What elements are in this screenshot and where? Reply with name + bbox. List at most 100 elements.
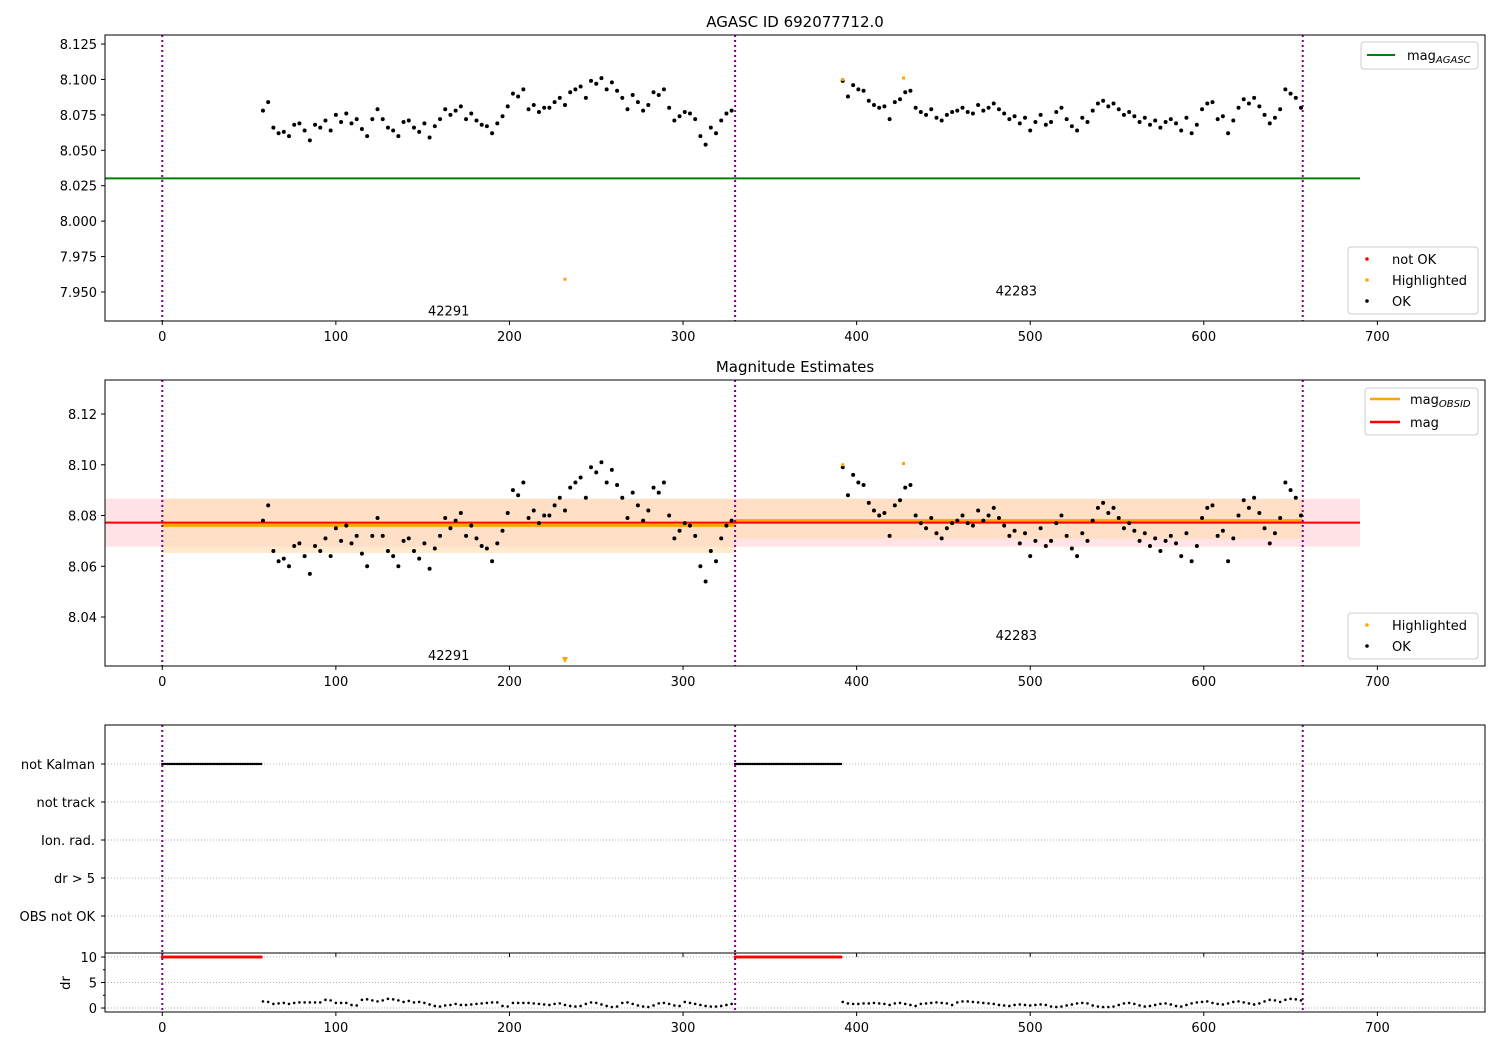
dr-point [704,1004,707,1008]
ok-point [1288,488,1293,493]
legend-label: Highlighted [1392,619,1467,634]
dr-point [976,1001,980,1004]
ok-point [1288,91,1293,96]
dr-point [443,1004,447,1007]
ok-point [882,104,887,109]
x-tick-label: 400 [844,330,869,345]
ok-point [1163,119,1168,124]
dr-point [1122,1002,1126,1005]
dr-point [683,1000,687,1004]
dr-point [574,1005,577,1008]
ok-point [1012,114,1017,119]
ok-point [271,125,276,130]
dr-point [423,1001,426,1005]
ok-point [339,538,344,543]
ok-point [950,110,955,115]
flag-point [188,762,192,766]
ok-point [510,91,515,96]
ok-point [1200,516,1205,521]
flag-point [785,762,789,766]
flag-point [772,762,775,766]
ok-point [1189,559,1194,564]
dr-point [929,1001,933,1005]
ok-point [630,93,635,98]
ok-point [281,556,286,561]
ok-point [1049,538,1054,543]
ok-point [411,549,416,554]
highlighted-point-offscale [562,657,568,663]
ok-point [913,105,918,110]
dr-point [1023,1003,1027,1007]
dr-point [846,1002,850,1005]
ok-point [323,536,328,541]
dr-point [511,1001,515,1005]
ok-point [667,105,672,110]
ok-point [877,105,882,110]
ok-point [1267,121,1272,126]
legend-status: not OK Highlighted OK [1347,246,1479,315]
flag-point [206,762,209,766]
ok-point [443,516,448,521]
ok-point [448,526,453,531]
dr-point [867,1002,871,1005]
dr-point [1153,1003,1157,1007]
x-tick-label: 500 [1018,1021,1043,1036]
highlighted-point [841,463,845,467]
ok-point [981,518,986,523]
ok-point [313,122,318,127]
dr-point [1127,1001,1131,1005]
flag-point [246,762,249,766]
ok-point [573,87,578,92]
ok-point [458,510,463,515]
ok-point [856,480,861,485]
dr-point [1091,1004,1094,1007]
dr-point [1284,998,1287,1002]
flag-point [838,762,841,766]
dr-point [971,1000,975,1004]
ok-point [1147,543,1152,548]
ok-point [458,104,463,109]
flag-point [253,762,256,766]
dr-point [1044,1003,1048,1007]
dr-point [1273,999,1277,1002]
flag-point [820,762,824,766]
dr-point [313,1001,317,1004]
ok-point [1299,105,1303,110]
dr-point [1205,1000,1209,1003]
dr-point [1190,1002,1193,1005]
plot-area: 42291 42283 [105,35,1361,321]
flag-point [181,762,185,766]
ok-point [1153,536,1158,541]
ok-point [1111,101,1116,106]
flag-point [753,762,756,766]
ok-point [1220,114,1225,119]
ok-point [578,84,583,89]
dr-point [522,1001,525,1005]
flag-point [232,762,235,766]
ok-point [1007,533,1012,538]
flag-point [787,762,791,766]
dr-point [282,1001,286,1005]
x-tick-label: 700 [1365,1021,1390,1036]
dr-point [636,1004,640,1007]
ok-point [495,541,500,546]
ok-point [677,114,682,119]
ok-point [1085,119,1090,124]
dr-point [469,1003,473,1006]
ok-point [1069,546,1074,551]
axes-frame [104,379,1486,667]
ok-point [1153,118,1158,123]
ok-point [1283,480,1288,485]
ok-point [375,107,380,112]
x-tick-label: 300 [671,1021,696,1036]
dr-point [579,1004,582,1008]
ok-point [698,564,703,569]
ok-point [1252,95,1257,100]
dr-point [454,1002,457,1006]
ok-point [871,508,876,513]
flag-point [171,762,174,766]
ok-point [903,90,908,95]
dr-point [277,1002,280,1005]
obsid-label: 42291 [428,649,469,664]
